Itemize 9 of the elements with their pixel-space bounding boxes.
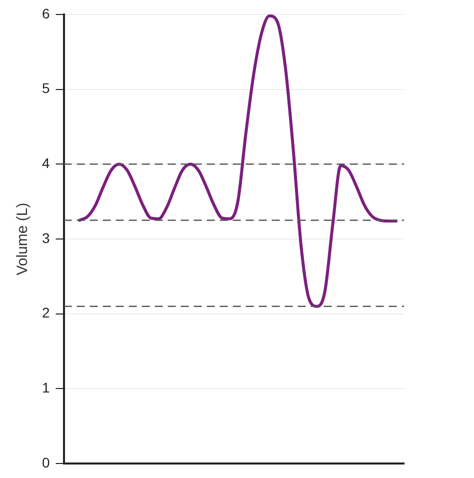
y-tick-label: 5 — [42, 80, 50, 96]
line-series — [78, 14, 398, 308]
y-tick-label: 6 — [42, 5, 50, 22]
y-tick-label: 1 — [42, 380, 50, 396]
y-tick-label: 4 — [42, 154, 50, 171]
y-tick-label: 2 — [42, 304, 50, 321]
y-tick-label: 3 — [42, 230, 50, 246]
y-tick-label: 0 — [42, 454, 50, 470]
y-axis-title: Volume (L) — [14, 202, 32, 276]
